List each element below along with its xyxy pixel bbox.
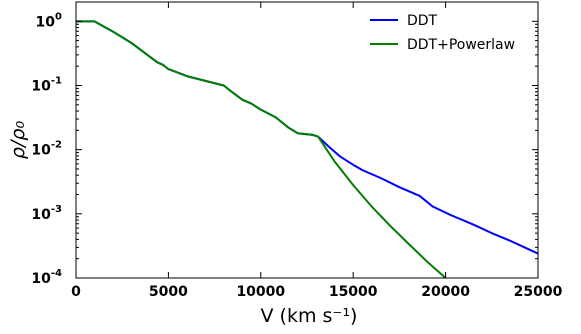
x-tick-label: 10000 xyxy=(236,284,285,300)
legend-label: DDT+Powerlaw xyxy=(407,37,515,53)
y-tick-label: 10-4 xyxy=(31,268,62,287)
x-tick-label: 15000 xyxy=(329,284,378,300)
series-lines xyxy=(76,20,538,278)
y-axis-title: ρ/ρ₀ xyxy=(7,121,29,160)
y-tick-label: 10-3 xyxy=(31,204,62,223)
series-line-ddt-powerlaw xyxy=(76,20,447,278)
legend-label: DDT xyxy=(407,13,438,29)
legend: DDT DDT+Powerlaw xyxy=(370,13,515,53)
y-tick-label: 10-1 xyxy=(31,75,62,94)
y-tick-label: 100 xyxy=(36,11,62,30)
plot-frame xyxy=(75,1,539,279)
tick-labels: 0 5000 10000 15000 20000 25000 100 10-1 10-2 10-3… xyxy=(31,11,562,300)
series-line-ddt xyxy=(76,20,538,255)
x-tick-label: 25000 xyxy=(514,284,563,300)
y-tick-label: 10-2 xyxy=(31,140,62,159)
x-tick-label: 5000 xyxy=(149,284,188,300)
x-tick-label: 0 xyxy=(71,284,81,300)
x-axis-title: V (km s⁻¹) xyxy=(261,305,358,327)
x-tick-label: 20000 xyxy=(421,284,470,300)
